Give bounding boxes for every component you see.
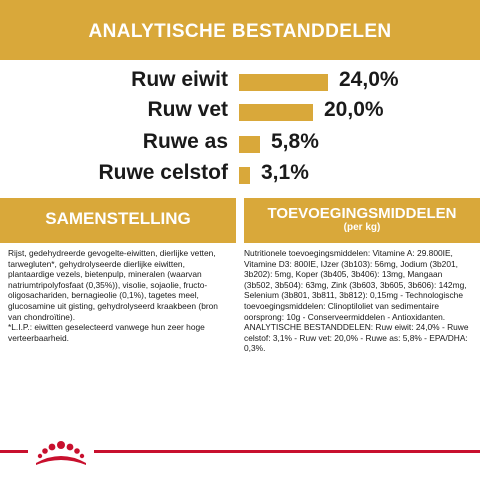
additives-subtitle: (per kg) bbox=[343, 222, 381, 233]
analysis-label: Ruw eiwit bbox=[131, 68, 228, 91]
royal-canin-crown-logo-icon bbox=[36, 441, 86, 465]
additives-header: TOEVOEGINGSMIDDELEN (per kg) bbox=[244, 198, 480, 243]
analysis-label: Ruwe celstof bbox=[98, 161, 228, 184]
page-title: ANALYTISCHE BESTANDDELEN bbox=[88, 21, 392, 42]
analysis-value: 20,0% bbox=[324, 98, 384, 121]
footer-line-right bbox=[94, 450, 480, 453]
footer-line-left bbox=[0, 450, 28, 453]
header-banner: ANALYTISCHE BESTANDDELEN bbox=[0, 0, 480, 60]
analysis-value: 5,8% bbox=[271, 130, 319, 153]
analysis-value: 3,1% bbox=[261, 161, 309, 184]
analysis-bar bbox=[239, 136, 260, 153]
additives-title: TOEVOEGINGSMIDDELEN bbox=[267, 205, 457, 222]
analysis-bar bbox=[239, 104, 313, 121]
analysis-bar bbox=[239, 167, 250, 184]
composition-text: Rijst, gedehydreerde gevogelte-eiwitten,… bbox=[8, 248, 218, 343]
analysis-bar bbox=[239, 74, 328, 91]
composition-title: SAMENSTELLING bbox=[45, 209, 191, 228]
analysis-list: Ruw eiwit 24,0% Ruw vet 20,0% Ruwe as 5,… bbox=[0, 60, 480, 198]
analysis-label: Ruw vet bbox=[147, 98, 228, 121]
analysis-label: Ruwe as bbox=[142, 130, 228, 153]
analysis-value: 24,0% bbox=[339, 68, 399, 91]
composition-header: SAMENSTELLING bbox=[0, 198, 236, 243]
additives-text: Nutritionele toevoegingsmiddelen: Vitami… bbox=[244, 248, 469, 354]
